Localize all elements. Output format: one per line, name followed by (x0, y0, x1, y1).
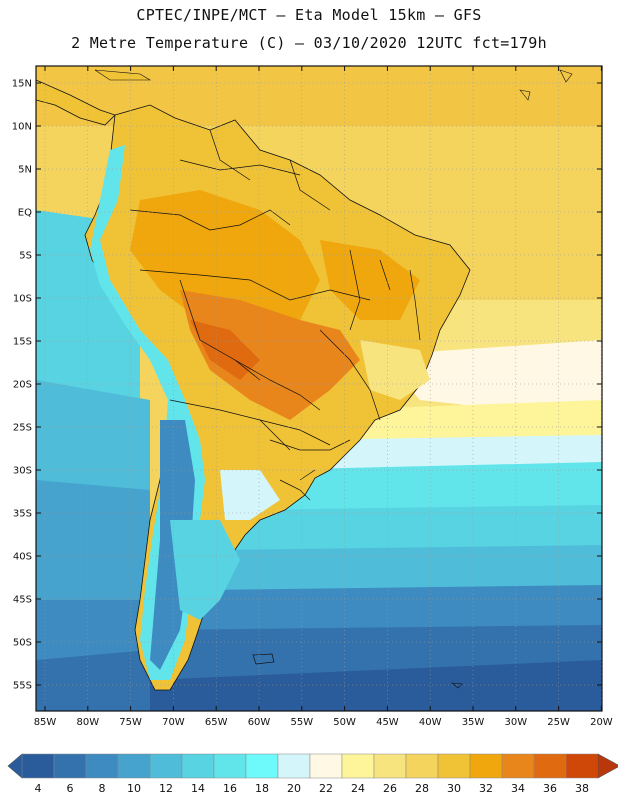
colorbar-segment (85, 753, 119, 779)
colorbar-label: 26 (383, 782, 397, 795)
lat-label: 5S (19, 251, 32, 262)
lat-label: 30S (13, 466, 32, 477)
colorbar-label: 16 (223, 782, 237, 795)
lon-label: 55W (290, 717, 313, 728)
colorbar-segment (373, 753, 407, 779)
colorbar-segment (501, 753, 535, 779)
colorbar-label: 22 (319, 782, 333, 795)
lon-label: 70W (162, 717, 185, 728)
hot-core (190, 320, 260, 380)
longitude-labels: 85W 80W 75W 70W 65W 60W 55W 50W 45W 40W 35W 30W 25W 2… (34, 717, 613, 728)
colorbar-label: 12 (159, 782, 173, 795)
colorbar-label: 30 (447, 782, 461, 795)
lon-label: 65W (205, 717, 228, 728)
map-title: CPTEC/INPE/MCT – Eta Model 15km – GFS (136, 6, 482, 24)
colorbar-label: 34 (511, 782, 525, 795)
warm-pale-band (380, 340, 602, 420)
latitude-labels: 15N 10N 5N EQ 5S 10S 15S 20S 25S 30S 35S 40S 45S 50S 5… (12, 79, 32, 692)
colorbar-label: 36 (543, 782, 557, 795)
colorbar-segment (277, 753, 311, 779)
colorbar-label: 14 (191, 782, 205, 795)
colorbar-segment (181, 753, 215, 779)
lat-label: 10S (13, 294, 32, 305)
lon-label: 25W (547, 717, 570, 728)
country-borders (129, 129, 421, 501)
lat-label: 20S (13, 380, 32, 391)
lat-label: 10N (12, 122, 32, 133)
colorbar-left-arrow (7, 753, 23, 779)
colorbar-segment (149, 753, 183, 779)
colorbar-segment (309, 753, 343, 779)
lat-label: 45S (13, 595, 32, 606)
axis-ticks (36, 66, 602, 711)
colorbar-segment (117, 753, 151, 779)
lat-label: 15S (13, 337, 32, 348)
lon-label: 35W (462, 717, 485, 728)
lon-label: 75W (119, 717, 142, 728)
lat-label: 25S (13, 423, 32, 434)
lat-label: EQ (18, 208, 32, 219)
colorbar-segment (469, 753, 503, 779)
colorbar-segment (405, 753, 439, 779)
colorbar-label: 18 (255, 782, 269, 795)
colorbar-segment (533, 753, 567, 779)
lon-label: 40W (419, 717, 442, 728)
colorbar-label: 38 (575, 782, 589, 795)
colorbar-segment (245, 753, 279, 779)
lon-label: 50W (333, 717, 356, 728)
colorbar-segment (437, 753, 471, 779)
lon-label: 45W (376, 717, 399, 728)
lon-label: 80W (76, 717, 99, 728)
map-frame (35, 65, 603, 712)
lat-label: 5N (18, 165, 32, 176)
colorbar-segment (21, 753, 55, 779)
lon-label: 30W (504, 717, 527, 728)
colorbar-label: 6 (67, 782, 74, 795)
colorbar-label: 24 (351, 782, 365, 795)
temperature-colorbar: 4 6 8 10 12 14 16 18 20 22 24 26 28 30 32 34 36 38 (7, 753, 618, 795)
lon-label: 60W (248, 717, 271, 728)
colorbar-label: 8 (99, 782, 106, 795)
colorbar-segment (565, 753, 599, 779)
lon-label: 20W (590, 717, 613, 728)
colorbar-segment (53, 753, 87, 779)
colorbar-segment (213, 753, 247, 779)
lat-label: 55S (13, 681, 32, 692)
lat-label: 15N (12, 79, 32, 90)
map-subtitle: 2 Metre Temperature (C) – 03/10/2020 12U… (71, 34, 547, 52)
colorbar-label: 4 (35, 782, 42, 795)
colorbar-label: 28 (415, 782, 429, 795)
colorbar-segment (341, 753, 375, 779)
lon-label: 85W (34, 717, 57, 728)
colorbar-label: 20 (287, 782, 301, 795)
colorbar-label: 32 (479, 782, 493, 795)
map-field (36, 66, 602, 711)
lat-label: 40S (13, 552, 32, 563)
colorbar-right-arrow (597, 753, 618, 779)
colorbar-label: 10 (127, 782, 141, 795)
lat-label: 35S (13, 509, 32, 520)
lat-label: 50S (13, 638, 32, 649)
